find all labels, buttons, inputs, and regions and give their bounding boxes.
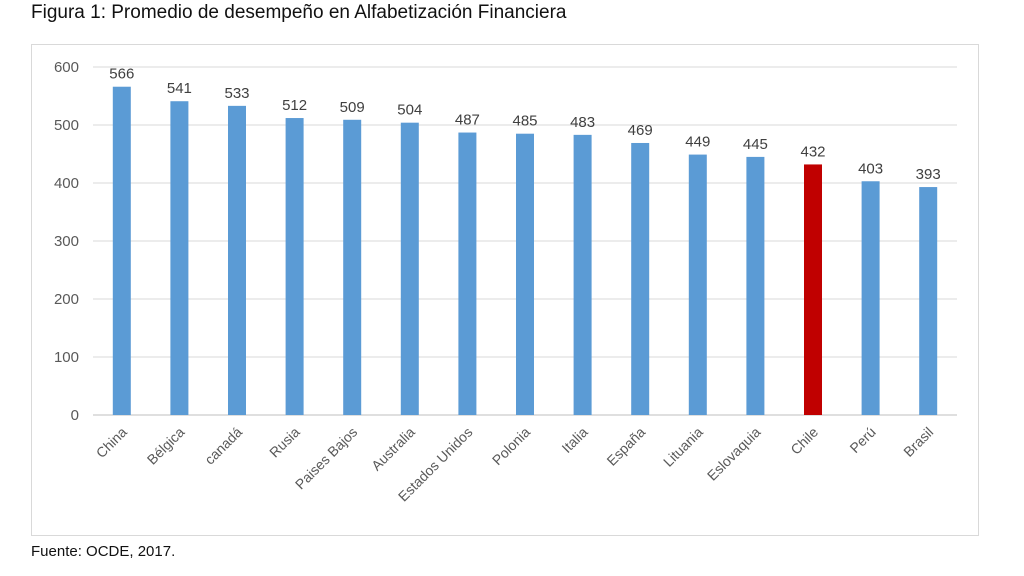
data-label: 533 [224, 85, 249, 102]
bars [112, 86, 938, 416]
category-label: China [93, 424, 130, 461]
bar-australia [400, 122, 419, 416]
category-label: Chile [787, 424, 821, 458]
category-label: Italia [558, 424, 590, 456]
category-label: España [603, 424, 648, 469]
data-label: 504 [397, 102, 422, 119]
category-label: Australia [368, 424, 418, 474]
bar-polonia [516, 133, 534, 415]
data-label: 403 [858, 160, 883, 177]
y-tick-label: 300 [54, 233, 79, 250]
category-label: Bélgica [144, 424, 188, 468]
data-label: 485 [512, 113, 537, 130]
category-label: Brasil [900, 424, 936, 460]
y-tick-label: 100 [54, 349, 79, 366]
y-tick-label: 0 [71, 407, 79, 424]
chart-frame: 0 100 200 300 400 500 600 566 541 533 512 509 504 48… [31, 44, 979, 536]
bar-italia [573, 134, 592, 416]
category-label: Rusia [266, 424, 303, 461]
data-label: 483 [570, 114, 595, 131]
bar-chile [804, 164, 822, 415]
figure-title: Figura 1: Promedio de desempeño en Alfab… [31, 2, 567, 23]
data-label: 541 [167, 80, 192, 97]
bar-rusia [285, 118, 304, 415]
y-tick-label: 400 [54, 175, 79, 192]
data-label: 449 [685, 134, 710, 151]
category-label: Perú [846, 424, 878, 456]
data-label: 445 [743, 136, 768, 153]
y-tick-label: 500 [54, 117, 79, 134]
source-note: Fuente: OCDE, 2017. [31, 543, 176, 560]
bar-chart: 0 100 200 300 400 500 600 566 541 533 512 509 504 48… [54, 59, 957, 505]
bar-brasil [919, 187, 938, 415]
data-label: 509 [340, 99, 365, 116]
data-label: 432 [800, 143, 825, 160]
data-label: 393 [916, 166, 941, 183]
category-label: Eslovaquia [704, 424, 764, 484]
y-tick-label: 600 [54, 59, 79, 76]
bar-lituania [688, 154, 707, 415]
bar-españa [631, 142, 650, 415]
bar-china [112, 86, 131, 415]
data-label: 512 [282, 97, 307, 114]
y-axis-ticks: 0 100 200 300 400 500 600 [54, 59, 79, 424]
bar-estados-unidos [458, 132, 477, 415]
bar-canadá [228, 105, 246, 416]
category-label: Paises Bajos [292, 424, 361, 493]
data-label: 469 [628, 122, 653, 139]
bar-eslovaquia [746, 156, 765, 415]
bar-paises-bajos [343, 119, 362, 415]
category-label: Lituania [660, 424, 706, 470]
data-labels: 566 541 533 512 509 504 487 485 483 469 449 445 432 4… [109, 66, 940, 183]
category-label: Polonia [489, 424, 533, 468]
bar-perú [861, 181, 880, 415]
data-label: 566 [109, 66, 134, 83]
data-label: 487 [455, 112, 480, 129]
bar-bélgica [170, 101, 189, 415]
y-tick-label: 200 [54, 291, 79, 308]
category-label: canadá [201, 424, 245, 468]
